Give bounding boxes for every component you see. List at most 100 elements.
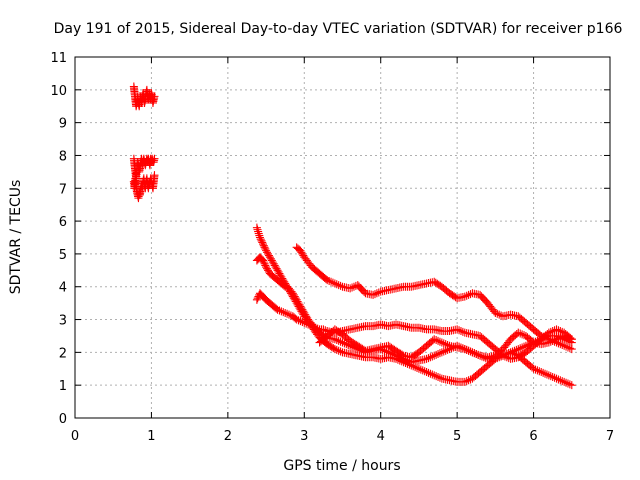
data-point: [550, 373, 559, 382]
data-point: [516, 329, 525, 338]
data-point: [426, 353, 435, 362]
data-point: [518, 343, 527, 352]
data-point: [277, 307, 286, 316]
data-point: [370, 290, 379, 299]
data-point: [255, 231, 264, 240]
data-point: [460, 292, 469, 301]
data-point: [292, 315, 301, 324]
data-point: [435, 373, 444, 382]
data-point: [556, 376, 565, 385]
data-point: [508, 347, 517, 356]
data-point: [541, 369, 550, 378]
data-point: [554, 334, 563, 343]
data-point: [502, 353, 511, 362]
x-tick-label: 6: [529, 429, 537, 444]
data-point: [309, 322, 318, 331]
data-point: [301, 310, 310, 319]
data-point: [252, 223, 261, 232]
data-point: [150, 154, 159, 163]
data-point: [554, 375, 563, 384]
data-point: [271, 263, 280, 272]
data-point: [510, 346, 519, 355]
data-point: [430, 335, 439, 344]
data-point: [514, 345, 523, 354]
data-point: [539, 368, 548, 377]
data-point: [294, 316, 303, 325]
data-point: [567, 381, 576, 390]
data-point: [302, 312, 311, 321]
data-point: [430, 351, 439, 360]
data-point: [261, 261, 270, 270]
x-tick-label: 7: [606, 429, 614, 444]
data-point: [254, 227, 263, 236]
data-point: [264, 251, 273, 260]
data-point: [260, 243, 269, 252]
data-point: [533, 366, 542, 375]
data-point: [462, 345, 471, 354]
y-tick-label: 6: [59, 215, 67, 230]
data-point: [266, 254, 275, 263]
data-point: [439, 347, 448, 356]
data-point: [460, 345, 469, 354]
data-point: [259, 241, 268, 250]
data-points: [129, 82, 576, 390]
data-point: [565, 334, 574, 343]
y-tick-label: 9: [59, 117, 67, 132]
data-point: [262, 246, 271, 255]
data-point: [306, 321, 315, 330]
y-tick-label: 0: [59, 412, 67, 427]
data-point: [259, 258, 268, 267]
x-tick-label: 5: [453, 429, 461, 444]
data-point: [544, 371, 553, 380]
data-point: [298, 305, 307, 314]
y-tick-label: 8: [59, 149, 67, 164]
data-point: [262, 263, 271, 272]
data-point: [560, 377, 569, 386]
data-point: [546, 337, 555, 346]
data-point: [273, 266, 282, 275]
data-point: [302, 319, 311, 328]
data-point: [567, 345, 576, 354]
data-point: [550, 336, 559, 345]
data-point: [304, 320, 313, 329]
data-point: [493, 309, 502, 318]
data-point: [296, 302, 305, 311]
data-point: [329, 344, 338, 353]
y-tick-label: 1: [59, 379, 67, 394]
data-point: [552, 325, 561, 334]
data-point: [369, 290, 378, 299]
plot-frame: [74, 56, 611, 419]
data-point: [263, 248, 272, 257]
data-point: [263, 266, 272, 275]
data-point: [291, 294, 300, 303]
data-point: [290, 292, 299, 301]
data-point: [491, 308, 500, 317]
data-point: [455, 326, 464, 335]
data-point: [323, 276, 332, 285]
data-point: [263, 264, 272, 273]
data-point: [535, 367, 544, 376]
data-point: [296, 317, 305, 326]
data-point: [441, 340, 450, 349]
data-point: [464, 346, 473, 355]
data-point: [529, 364, 538, 373]
data-point: [414, 364, 423, 373]
data-point: [500, 352, 509, 361]
data-point: [520, 342, 529, 351]
data-point: [435, 349, 444, 358]
data-point: [338, 338, 347, 347]
data-point: [554, 326, 563, 335]
data-point: [567, 335, 576, 344]
data-point: [558, 340, 567, 349]
data-point: [388, 350, 397, 359]
data-point: [336, 347, 345, 356]
data-point: [420, 367, 429, 376]
y-tick-label: 2: [59, 346, 67, 361]
data-point: [466, 347, 475, 356]
data-point: [295, 300, 304, 309]
data-point: [416, 365, 425, 374]
data-point: [544, 338, 553, 347]
data-point: [552, 374, 561, 383]
data-point: [546, 372, 555, 381]
